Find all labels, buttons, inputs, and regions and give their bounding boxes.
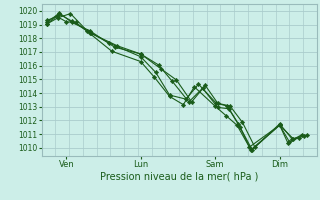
X-axis label: Pression niveau de la mer( hPa ): Pression niveau de la mer( hPa ) xyxy=(100,172,258,182)
